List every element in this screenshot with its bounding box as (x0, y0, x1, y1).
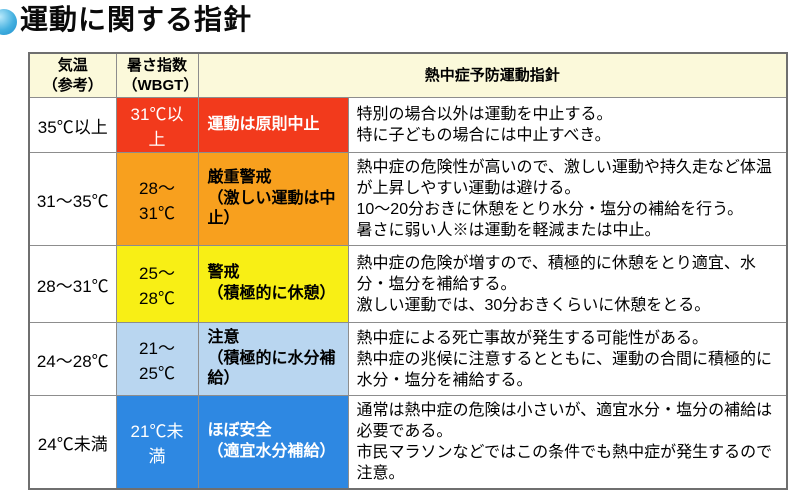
wbgt-cell: 28～31℃ (115, 152, 199, 246)
category-cell: 警戒 （積極的に休憩） (197, 245, 349, 323)
category-cell: 注意 （積極的に水分補給） (197, 322, 349, 396)
temp-cell: 35℃以上 (28, 97, 117, 153)
header-guideline: 熱中症予防運動指針 (197, 52, 788, 98)
temp-cell: 24℃未満 (28, 395, 117, 490)
wbgt-cell: 25～28℃ (115, 245, 199, 323)
table-header-row: 気温 （参考） 暑さ指数 （WBGT） 熱中症予防運動指針 (28, 52, 788, 98)
heat-guideline-table: 気温 （参考） 暑さ指数 （WBGT） 熱中症予防運動指針 35℃以上 31℃以… (28, 52, 789, 490)
wbgt-cell: 21～25℃ (115, 322, 199, 396)
title-bullet-icon (0, 9, 17, 35)
temp-cell: 31～35℃ (28, 152, 117, 246)
category-cell: 運動は原則中止 (197, 97, 349, 153)
wbgt-cell: 21℃未満 (115, 395, 199, 490)
table-row: 24℃未満 21℃未満 ほぼ安全 （適宜水分補給） 通常は熱中症の危険は小さいが… (28, 395, 788, 490)
header-temp: 気温 （参考） (28, 52, 117, 98)
page-title: 運動に関する指針 (20, 4, 253, 35)
table-row: 28～31℃ 25～28℃ 警戒 （積極的に休憩） 熱中症の危険が増すので、積極… (28, 245, 788, 323)
description-cell: 熱中症の危険が増すので、積極的に休憩をとり適宜、水分・塩分を補給する。 激しい運… (347, 245, 788, 323)
description-cell: 特別の場合以外は運動を中止する。 特に子どもの場合には中止すべき。 (347, 97, 788, 153)
table-row: 35℃以上 31℃以上 運動は原則中止 特別の場合以外は運動を中止する。 特に子… (28, 97, 788, 153)
description-cell: 熱中症による死亡事故が発生する可能性がある。 熱中症の兆候に注意するとともに、運… (347, 322, 788, 396)
temp-cell: 24～28℃ (28, 322, 117, 396)
description-cell: 通常は熱中症の危険は小さいが、適宜水分・塩分の補給は必要である。 市民マラソンな… (347, 395, 788, 490)
page-header: 運動に関する指針 (0, 0, 800, 52)
header-wbgt: 暑さ指数 （WBGT） (115, 52, 199, 98)
description-cell: 熱中症の危険性が高いので、激しい運動や持久走など体温が上昇しやすい運動は避ける。… (347, 152, 788, 246)
category-cell: 厳重警戒 （激しい運動は中止） (197, 152, 349, 246)
wbgt-cell: 31℃以上 (115, 97, 199, 153)
category-cell: ほぼ安全 （適宜水分補給） (197, 395, 349, 490)
table-row: 31～35℃ 28～31℃ 厳重警戒 （激しい運動は中止） 熱中症の危険性が高い… (28, 152, 788, 246)
temp-cell: 28～31℃ (28, 245, 117, 323)
table-row: 24～28℃ 21～25℃ 注意 （積極的に水分補給） 熱中症による死亡事故が発… (28, 322, 788, 396)
